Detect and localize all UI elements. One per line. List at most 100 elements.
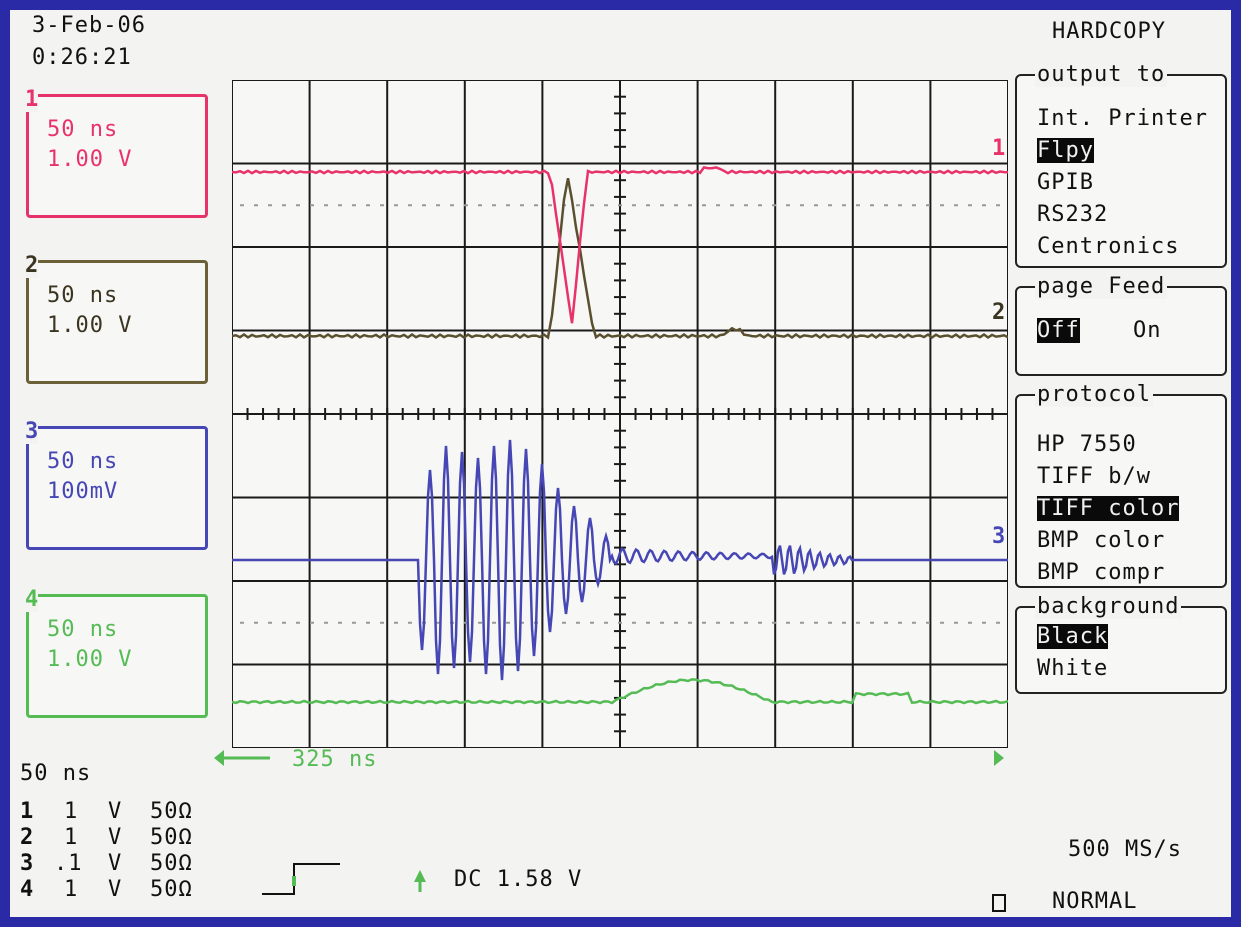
grid-dot [884, 204, 888, 207]
protocol-option-tiff-bw[interactable]: TIFF b/w [1037, 464, 1151, 489]
grid-dot [856, 621, 860, 624]
grid-dot [954, 204, 958, 207]
grid-dot [898, 621, 902, 624]
grid-dot [982, 204, 986, 207]
trace-3-label: 3 [992, 524, 1006, 549]
protocol-option-tiff-color[interactable]: TIFF color [1037, 496, 1180, 521]
page-feed-option-off[interactable]: Off [1037, 318, 1080, 343]
channel-3-timebase: 50 ns [47, 449, 119, 474]
channel-table-scale: 1 [64, 877, 79, 902]
channel-2-box[interactable]: 2 50 ns 1.00 V [25, 253, 208, 384]
channel-table-ch: 1 [20, 799, 35, 824]
grid-dot [870, 621, 874, 624]
channel-table-impedance: 50Ω [150, 851, 193, 876]
trace-1 [232, 166, 1008, 324]
timebase-readout: 50 ns [20, 761, 92, 786]
grid-dot [520, 621, 524, 624]
grid-dot [982, 621, 986, 624]
grid-dot [870, 204, 874, 207]
channel-table-scale: 1 [64, 825, 79, 850]
trace-2 [232, 177, 1008, 340]
grid-dot [282, 204, 286, 207]
output-option-int-printer[interactable]: Int. Printer [1037, 106, 1208, 131]
grid-dot [296, 621, 300, 624]
grid-dot [268, 621, 272, 624]
grid-dot [912, 204, 916, 207]
grid-dot [422, 204, 426, 207]
page-feed-option-on[interactable]: On [1133, 318, 1162, 343]
oscilloscope-screen: 3-Feb-06 0:26:21 1 50 ns 1.00 V 2 50 ns … [10, 10, 1231, 917]
grid-dot [576, 621, 580, 624]
background-menu[interactable]: background Black White [1015, 594, 1227, 694]
channel-table-scale: .1 [54, 851, 83, 876]
grid-dot [534, 204, 538, 207]
output-option-rs232[interactable]: RS232 [1037, 202, 1109, 227]
channel-table-impedance: 50Ω [150, 825, 193, 850]
trigger-mode-readout: NORMAL [1052, 889, 1138, 914]
grid-dot [478, 621, 482, 624]
page-feed-menu[interactable]: page Feed Off On [1015, 274, 1227, 376]
background-title: background [1035, 594, 1182, 619]
grid-dot [548, 204, 552, 207]
output-to-menu[interactable]: output to Int. Printer Flpy GPIB RS232 C… [1015, 62, 1227, 268]
grid-dot [758, 204, 762, 207]
grid-dot [800, 621, 804, 624]
grid-dot [506, 621, 510, 624]
delay-readout: 325 ns [292, 747, 378, 772]
grid-dot [940, 621, 944, 624]
grid-dot [912, 621, 916, 624]
background-option-white[interactable]: White [1037, 656, 1109, 681]
grid-dot [702, 204, 706, 207]
output-option-gpib[interactable]: GPIB [1037, 170, 1094, 195]
grid-dot [380, 621, 384, 624]
protocol-menu[interactable]: protocol HP 7550 TIFF b/w TIFF color BMP… [1015, 382, 1227, 588]
grid-dot [940, 204, 944, 207]
protocol-option-bmp-compr[interactable]: BMP compr [1037, 560, 1166, 585]
grid-dot [996, 204, 1000, 207]
grid-dot [842, 204, 846, 207]
grid-dot [436, 204, 440, 207]
sample-rate-readout: 500 MS/s [1068, 837, 1182, 862]
channel-3-volts: 100mV [47, 479, 119, 504]
channel-4-volts: 1.00 V [47, 647, 133, 672]
grid-dot [646, 621, 650, 624]
background-option-black[interactable]: Black [1037, 624, 1109, 649]
page-feed-title: page Feed [1035, 274, 1168, 299]
trace-2-label: 2 [992, 300, 1006, 325]
grid-dot [884, 621, 888, 624]
channel-4-box[interactable]: 4 50 ns 1.00 V [25, 587, 208, 718]
grid-dot [590, 204, 594, 207]
grid-dot [828, 621, 832, 624]
grid-dot [954, 621, 958, 624]
channel-2-timebase: 50 ns [47, 283, 119, 308]
protocol-title: protocol [1035, 382, 1153, 407]
grid-dot [436, 621, 440, 624]
channel-1-box[interactable]: 1 50 ns 1.00 V [25, 87, 208, 218]
protocol-option-bmp-color[interactable]: BMP color [1037, 528, 1166, 553]
grid-dot [604, 621, 608, 624]
grid-dot [926, 621, 930, 624]
waveform-display [232, 80, 1008, 748]
grid-dot [310, 621, 314, 624]
grid-dot [926, 204, 930, 207]
channel-2-number: 2 [25, 253, 39, 278]
output-option-flpy[interactable]: Flpy [1037, 138, 1094, 163]
grid-dot [450, 204, 454, 207]
grid-dot [394, 621, 398, 624]
trigger-slope-icon [262, 863, 340, 895]
channel-1-timebase: 50 ns [47, 117, 119, 142]
protocol-option-hp7550[interactable]: HP 7550 [1037, 432, 1137, 457]
output-option-centronics[interactable]: Centronics [1037, 234, 1180, 259]
grid-dot [772, 204, 776, 207]
grid-dot [478, 204, 482, 207]
grid-dot [660, 204, 664, 207]
grid-dot [800, 204, 804, 207]
grid-dot [254, 621, 258, 624]
channel-3-box[interactable]: 3 50 ns 100mV [25, 419, 208, 550]
grid-dot [296, 204, 300, 207]
grid-dot [408, 621, 412, 624]
grid-dot [604, 204, 608, 207]
grid-dot [506, 204, 510, 207]
grid-dot [590, 621, 594, 624]
channel-table-unit: V [108, 877, 123, 902]
